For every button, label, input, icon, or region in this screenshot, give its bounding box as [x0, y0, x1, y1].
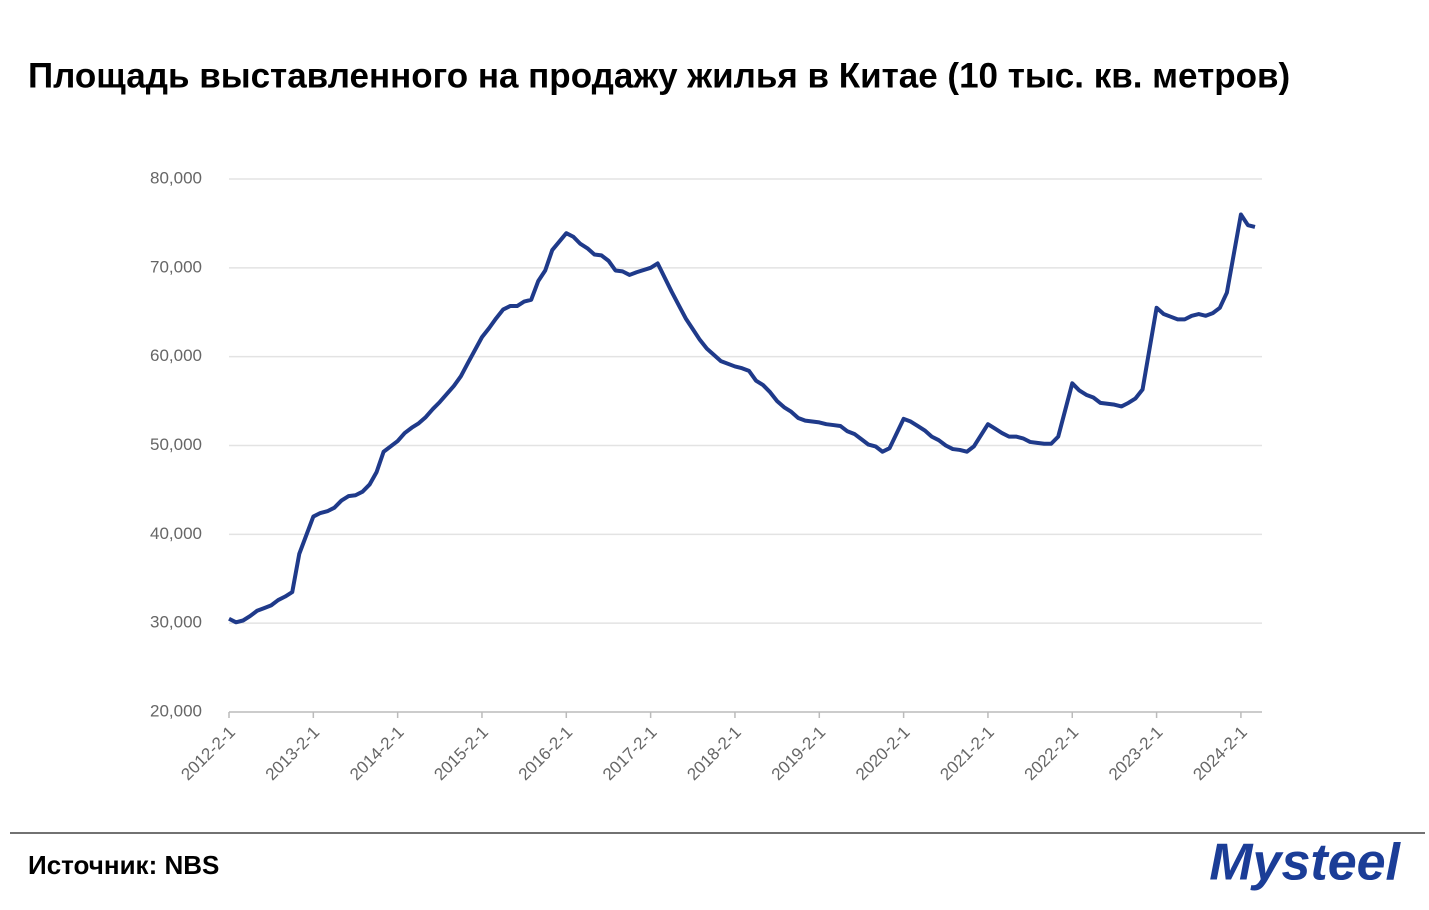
x-tick-label: 2017-2-1	[599, 723, 661, 785]
x-tick-label: 2023-2-1	[1105, 723, 1167, 785]
y-tick-label: 20,000	[150, 701, 202, 720]
data-line	[228, 212, 1256, 625]
x-tick-label: 2013-2-1	[262, 723, 324, 785]
y-tick-label: 50,000	[150, 435, 202, 454]
source: Источник: NBS	[28, 850, 219, 880]
x-tick-label: 2021-2-1	[936, 723, 998, 785]
x-tick-label: 2016-2-1	[515, 723, 577, 785]
x-tick-label: 2020-2-1	[852, 723, 914, 785]
x-tick-label: 2014-2-1	[346, 723, 408, 785]
x-tick-label: 2022-2-1	[1021, 723, 1083, 785]
x-tick-label: 2024-2-1	[1189, 723, 1251, 785]
x-tick-label: 2018-2-1	[683, 723, 745, 785]
logo: Mysteel	[1209, 834, 1401, 892]
y-tick-label: 60,000	[150, 346, 202, 365]
y-tick-label: 40,000	[150, 524, 202, 543]
x-tick-label: 2012-2-1	[177, 723, 239, 785]
y-tick-label: 80,000	[150, 168, 202, 187]
y-tick-label: 30,000	[150, 613, 202, 632]
y-tick-label: 70,000	[150, 257, 202, 276]
chart-title: Площадь выставленного на продажу жилья в…	[28, 56, 1290, 95]
x-tick-label: 2019-2-1	[768, 723, 830, 785]
x-tick-label: 2015-2-1	[430, 723, 492, 785]
